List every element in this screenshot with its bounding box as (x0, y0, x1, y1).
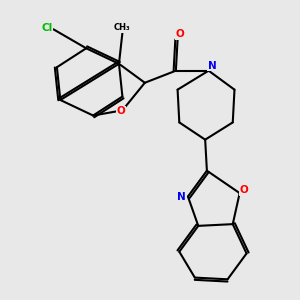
Text: O: O (176, 29, 185, 40)
Text: O: O (239, 185, 248, 195)
Text: CH₃: CH₃ (113, 23, 130, 32)
Text: N: N (177, 192, 186, 202)
Text: N: N (208, 61, 216, 70)
Text: O: O (116, 106, 125, 116)
Text: Cl: Cl (42, 22, 53, 33)
